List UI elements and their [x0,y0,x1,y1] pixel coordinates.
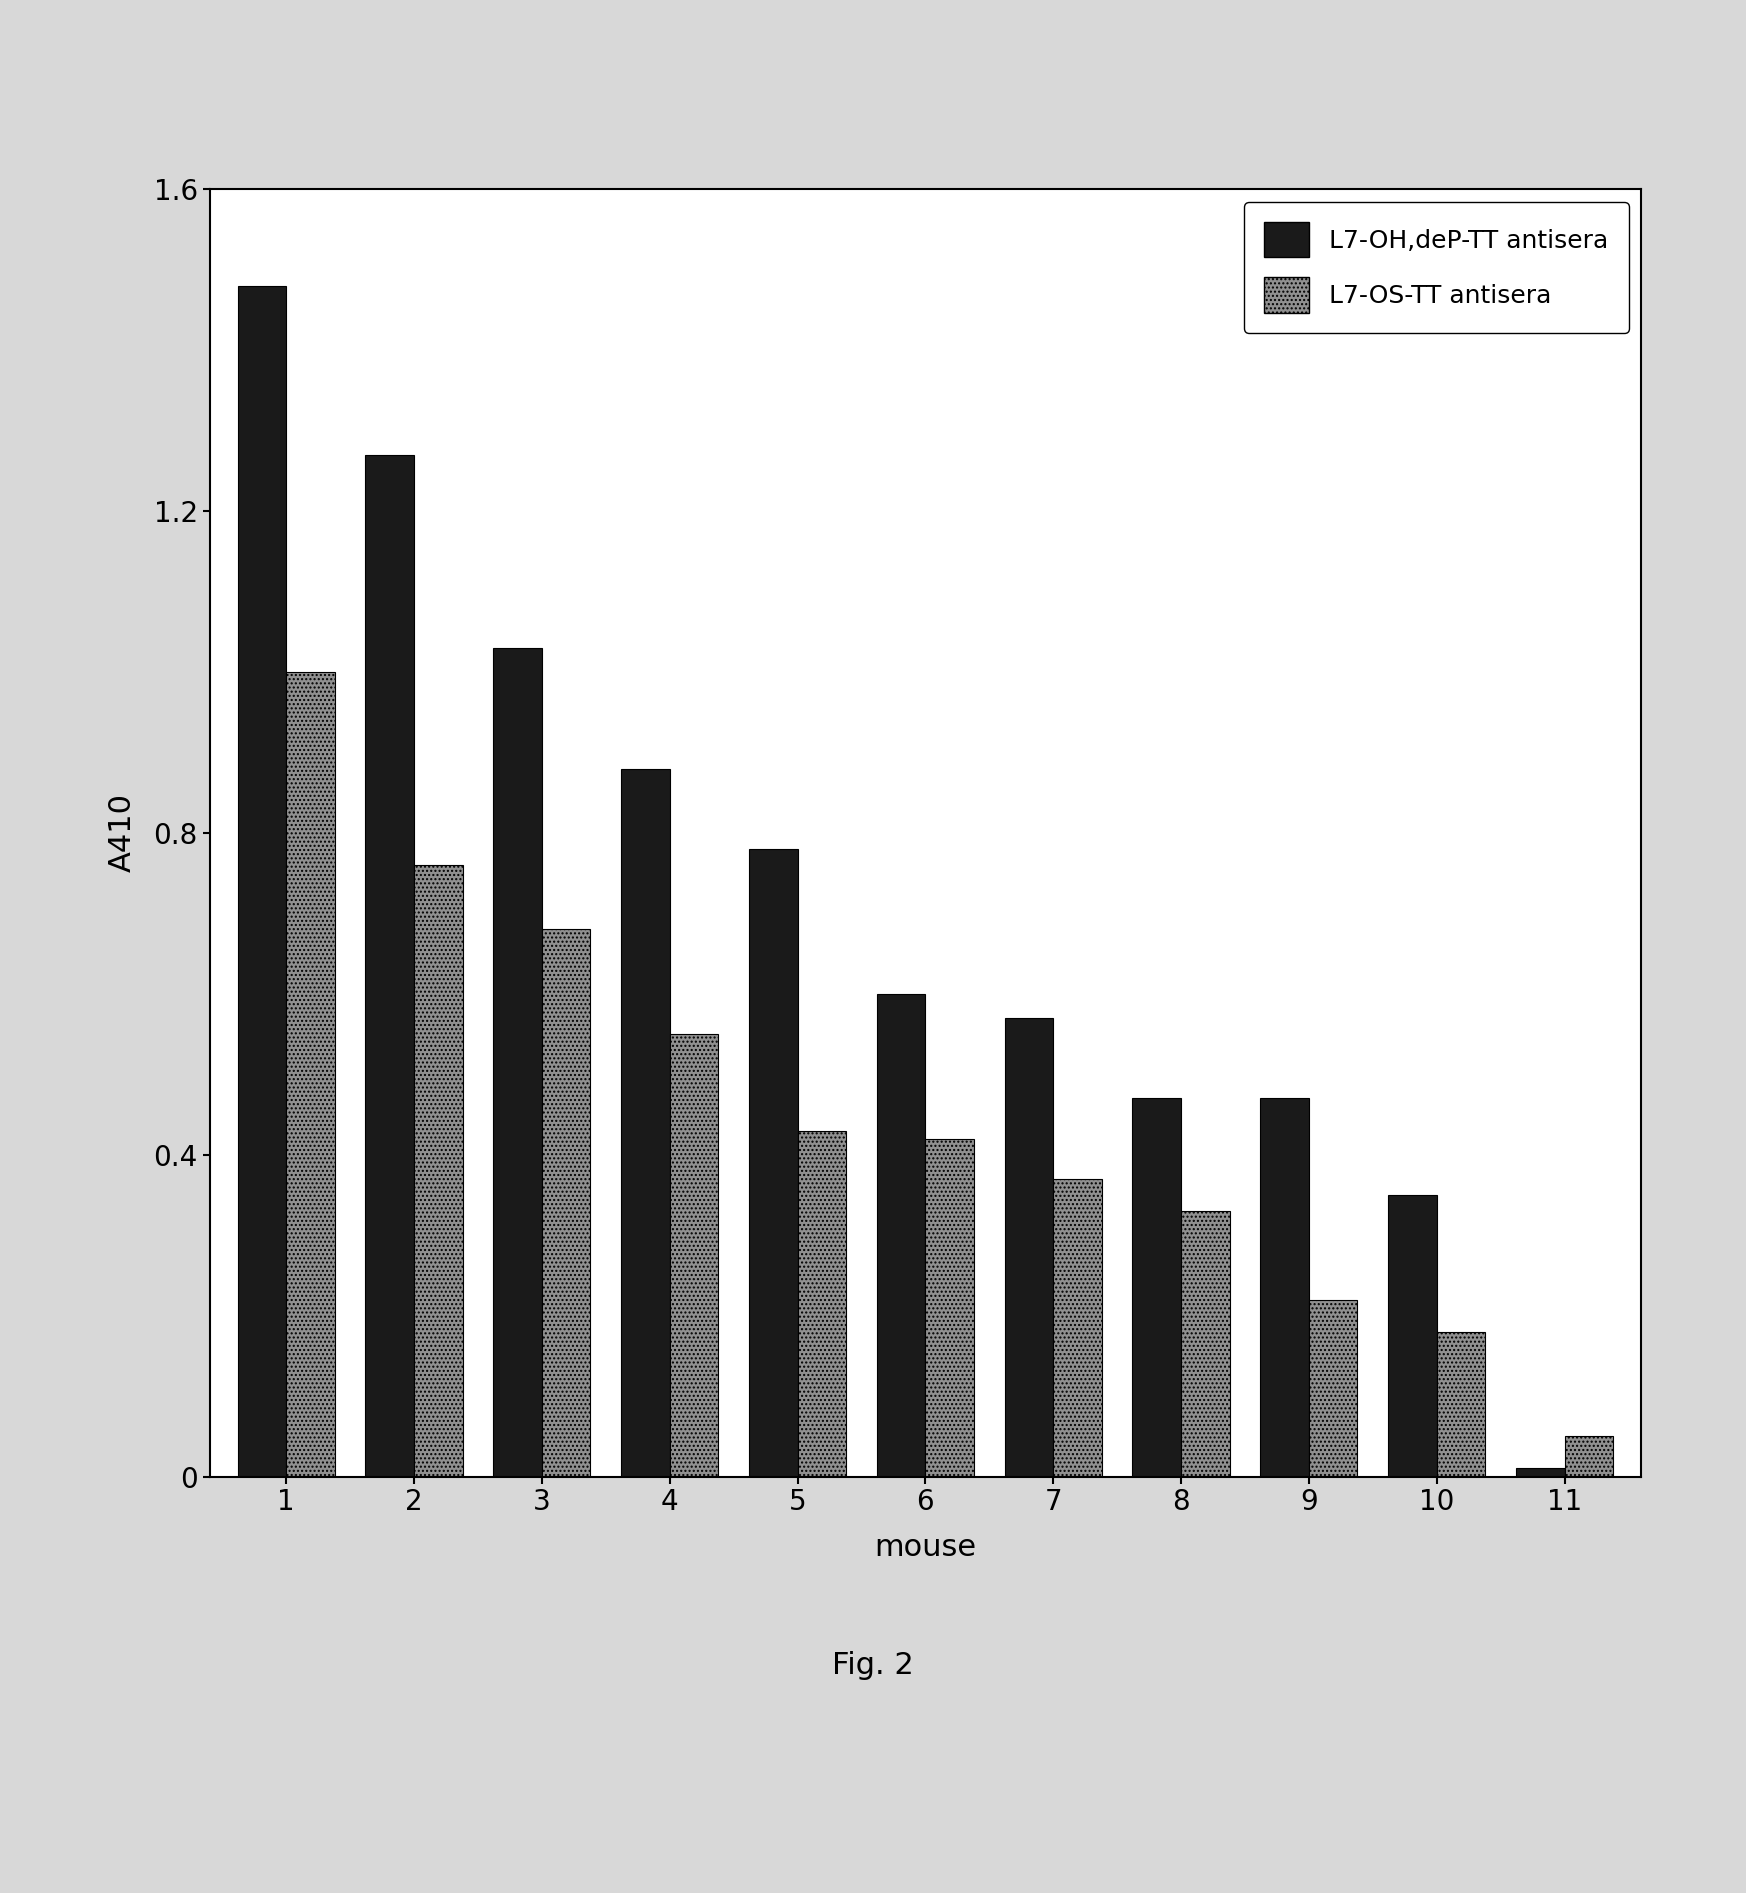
Bar [237,286,286,1477]
Bar [414,865,463,1477]
Bar [1564,1437,1613,1477]
Bar [925,1138,974,1477]
Legend: L7-OH,deP-TT antisera, L7-OS-TT antisera: L7-OH,deP-TT antisera, L7-OS-TT antisera [1245,203,1629,333]
X-axis label: mouse: mouse [875,1533,976,1562]
Text: Fig. 2: Fig. 2 [833,1651,913,1681]
Bar [1437,1333,1486,1477]
Bar [876,994,925,1477]
Bar [1053,1179,1102,1477]
Bar [1388,1194,1437,1477]
Bar [1004,1018,1053,1477]
Bar [1310,1299,1357,1477]
Bar [1133,1098,1180,1477]
Bar [365,454,414,1477]
Bar [494,647,541,1477]
Bar [286,672,335,1477]
Y-axis label: A410: A410 [108,793,136,873]
Bar [1180,1212,1229,1477]
Bar [670,1034,718,1477]
Bar [798,1130,847,1477]
Bar [1261,1098,1310,1477]
Bar [541,929,590,1477]
Bar [622,769,670,1477]
Bar [749,848,798,1477]
Bar [1516,1469,1564,1477]
